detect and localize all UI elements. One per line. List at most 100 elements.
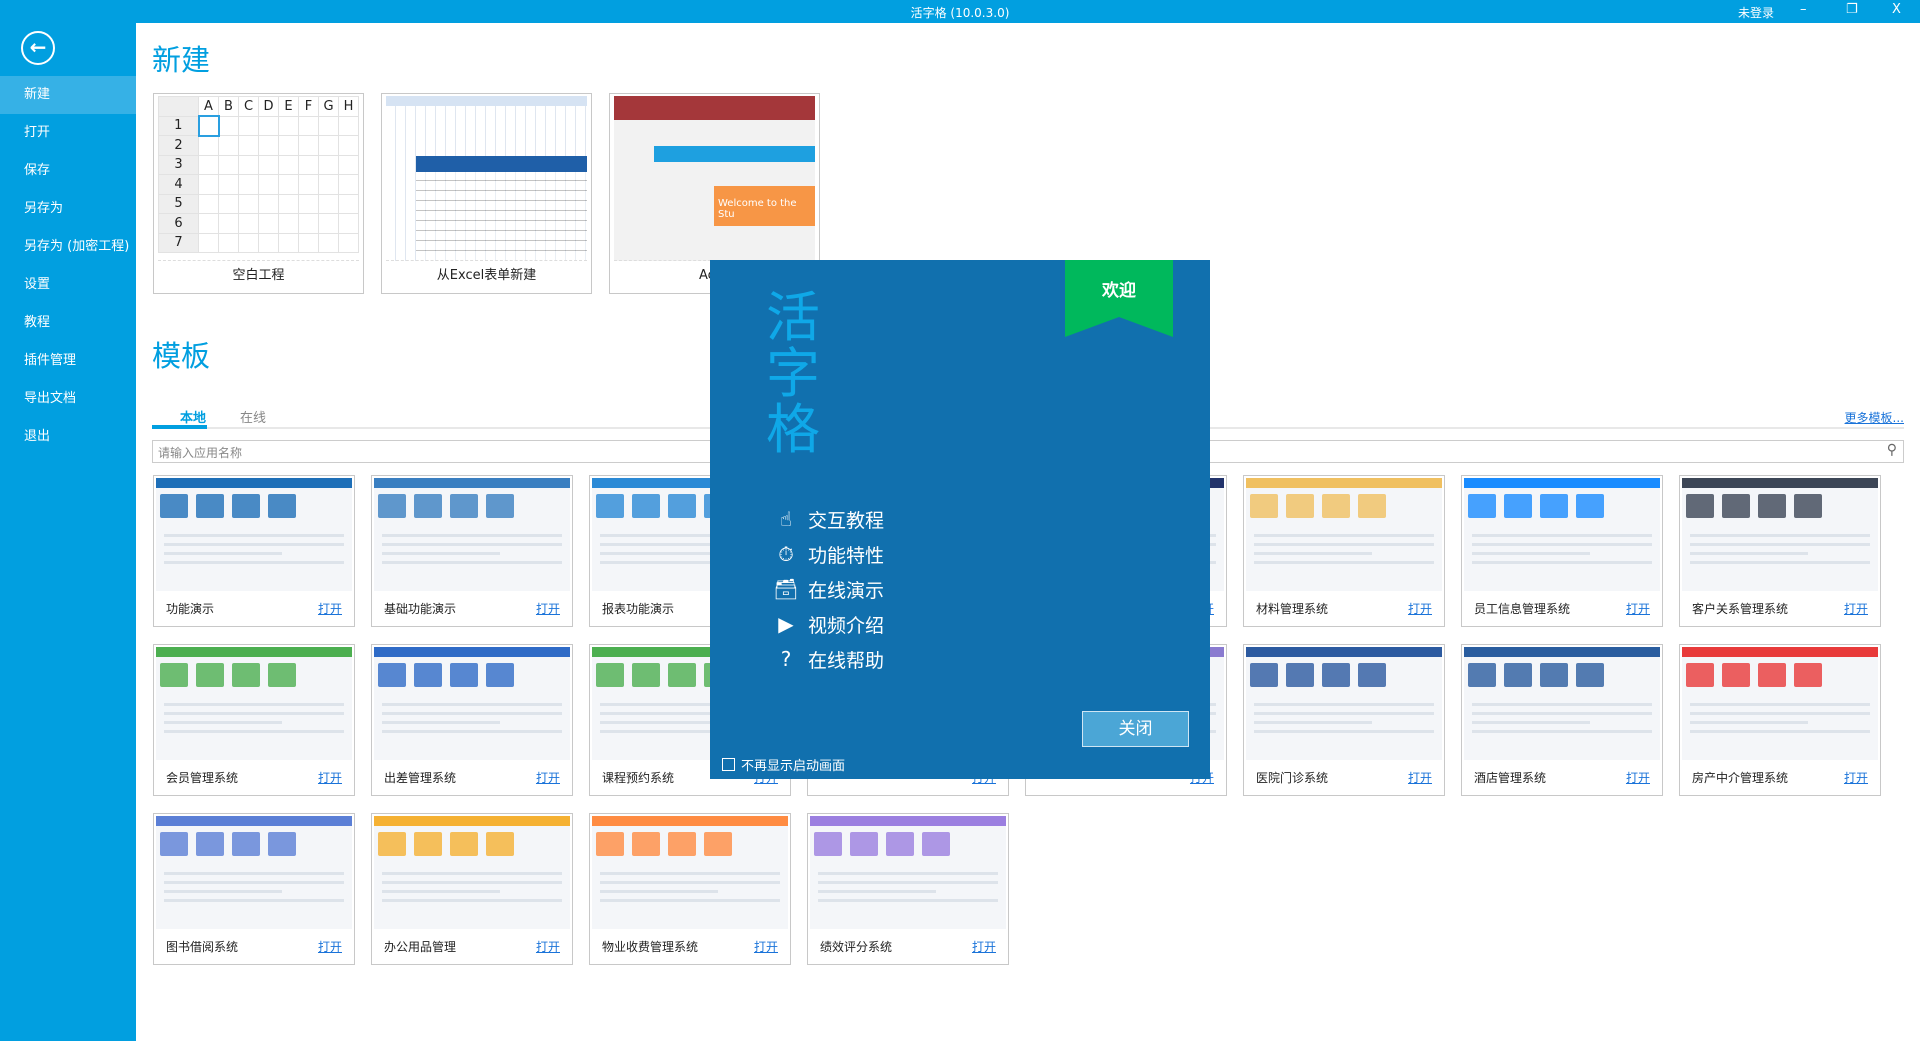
tab-local[interactable]: 本地: [180, 411, 207, 426]
drawer-icon: 🗃: [773, 577, 799, 601]
column-header: A: [198, 96, 219, 117]
tab-online[interactable]: 在线: [240, 411, 267, 426]
welcome-overlay: Welcome to the Stu: [714, 186, 815, 226]
column-header: F: [298, 96, 319, 117]
template-name: 员工信息管理系统: [1474, 602, 1571, 616]
checkbox-box[interactable]: [722, 758, 735, 771]
row-header: 1: [158, 115, 199, 136]
sidebar-item[interactable]: 新建: [0, 76, 136, 114]
title-bar: 活字格 (10.0.3.0) 未登录 – ❐ X: [0, 0, 1920, 23]
close-dialog-button[interactable]: 关闭: [1082, 711, 1189, 747]
template-card[interactable]: 房产中介管理系统 打开: [1679, 644, 1881, 796]
open-template-link[interactable]: 打开: [1625, 602, 1650, 616]
template-card[interactable]: 图书借阅系统 打开: [153, 813, 355, 965]
row-header: 6: [158, 213, 199, 234]
column-header: D: [258, 96, 279, 117]
template-card[interactable]: 材料管理系统 打开: [1243, 475, 1445, 627]
template-name: 会员管理系统: [166, 771, 239, 785]
template-thumbnail: [156, 647, 352, 760]
sidebar-item[interactable]: 保存: [24, 163, 51, 178]
open-template-link[interactable]: 打开: [535, 940, 560, 954]
template-thumbnail: [156, 478, 352, 591]
menu-item-label: 在线演示: [808, 579, 885, 602]
menu-item-label: 交互教程: [808, 509, 885, 532]
open-template-link[interactable]: 打开: [1407, 771, 1432, 785]
template-name: 办公用品管理: [384, 940, 457, 954]
column-header: C: [238, 96, 259, 117]
card-label: 空白工程: [232, 268, 285, 283]
back-arrow-icon[interactable]: ←: [21, 31, 55, 65]
dialog-menu-item[interactable]: ? 在线帮助: [770, 644, 884, 674]
open-template-link[interactable]: 打开: [317, 940, 342, 954]
film-icon: ▶: [778, 612, 794, 636]
template-card[interactable]: 出差管理系统 打开: [371, 644, 573, 796]
template-name: 客户关系管理系统: [1692, 602, 1789, 616]
dialog-menu-item[interactable]: ⏱ 功能特性: [770, 539, 884, 569]
column-header: H: [338, 96, 359, 117]
open-template-link[interactable]: 打开: [1625, 771, 1650, 785]
open-template-link[interactable]: 打开: [1843, 771, 1868, 785]
template-card[interactable]: 办公用品管理 打开: [371, 813, 573, 965]
open-template-link[interactable]: 打开: [1407, 602, 1432, 616]
row-header: 3: [158, 154, 199, 175]
template-card[interactable]: 绩效评分系统 打开: [807, 813, 1009, 965]
open-template-link[interactable]: 打开: [317, 602, 342, 616]
welcome-dialog: 活字格 欢迎 ☝ 交互教程 ⏱ 功能特性 🗃 在线演示 ▶ 视频介绍? 在线帮助 关闭 不再显示…: [710, 260, 1210, 779]
open-template-link[interactable]: 打开: [971, 940, 996, 954]
sidebar-item[interactable]: 导出文档: [24, 391, 77, 406]
dialog-menu-item[interactable]: 🗃 在线演示: [770, 574, 884, 604]
menu-item-label: 在线帮助: [808, 649, 885, 672]
stopwatch-icon: ⏱: [778, 542, 794, 566]
new-section-title: 新建: [152, 43, 211, 77]
template-thumbnail: [1246, 478, 1442, 591]
sidebar-item[interactable]: 退出: [24, 429, 51, 444]
menu-item-label: 视频介绍: [808, 614, 885, 637]
new-from-excel-card[interactable]: 从Excel表单新建: [381, 93, 592, 294]
template-card[interactable]: 酒店管理系统 打开: [1461, 644, 1663, 796]
minimize-button[interactable]: –: [1800, 2, 1807, 17]
template-card[interactable]: 基础功能演示 打开: [371, 475, 573, 627]
more-templates-link[interactable]: 更多模板...: [1844, 411, 1904, 425]
template-section-title: 模板: [152, 339, 211, 373]
login-status[interactable]: 未登录: [1738, 6, 1775, 20]
template-card[interactable]: 员工信息管理系统 打开: [1461, 475, 1663, 627]
template-card[interactable]: 功能演示 打开: [153, 475, 355, 627]
sidebar-item[interactable]: 教程: [24, 315, 51, 330]
open-template-link[interactable]: 打开: [535, 602, 560, 616]
card-label: 从Excel表单新建: [436, 268, 537, 283]
template-card[interactable]: 客户关系管理系统 打开: [1679, 475, 1881, 627]
restore-button[interactable]: ❐: [1846, 2, 1858, 17]
sidebar-item[interactable]: 设置: [24, 277, 51, 292]
close-window-button[interactable]: X: [1892, 2, 1901, 17]
hand-pointer-icon: ☝: [779, 507, 793, 531]
sidebar-item[interactable]: 打开: [24, 125, 51, 140]
sidebar-item[interactable]: 另存为 (加密工程): [24, 239, 130, 254]
active-tab-indicator: [152, 425, 207, 429]
open-template-link[interactable]: 打开: [753, 940, 778, 954]
open-template-link[interactable]: 打开: [317, 771, 342, 785]
template-thumbnail: [810, 816, 1006, 929]
template-card[interactable]: 医院门诊系统 打开: [1243, 644, 1445, 796]
template-card[interactable]: 物业收费管理系统 打开: [589, 813, 791, 965]
template-name: 报表功能演示: [602, 602, 675, 616]
open-template-link[interactable]: 打开: [1843, 602, 1868, 616]
template-thumbnail: [374, 816, 570, 929]
template-name: 材料管理系统: [1256, 602, 1329, 616]
dont-show-again-checkbox[interactable]: 不再显示启动画面: [722, 755, 845, 774]
new-from-access-card[interactable]: Welcome to the Stu Acce: [609, 93, 820, 294]
open-template-link[interactable]: 打开: [535, 771, 560, 785]
sidebar-item[interactable]: 另存为: [24, 201, 64, 216]
help-icon: ?: [780, 647, 792, 671]
dialog-menu-item[interactable]: ☝ 交互教程: [770, 504, 884, 534]
template-card[interactable]: 会员管理系统 打开: [153, 644, 355, 796]
template-name: 医院门诊系统: [1256, 771, 1329, 785]
dialog-menu-item[interactable]: ▶ 视频介绍: [770, 609, 884, 639]
row-header: 4: [158, 174, 199, 195]
search-placeholder: 请输入应用名称: [158, 446, 243, 460]
template-name: 出差管理系统: [384, 771, 457, 785]
search-icon[interactable]: ⚲: [1886, 442, 1897, 458]
sidebar-item[interactable]: 插件管理: [24, 353, 77, 368]
template-thumbnail: [1246, 647, 1442, 760]
